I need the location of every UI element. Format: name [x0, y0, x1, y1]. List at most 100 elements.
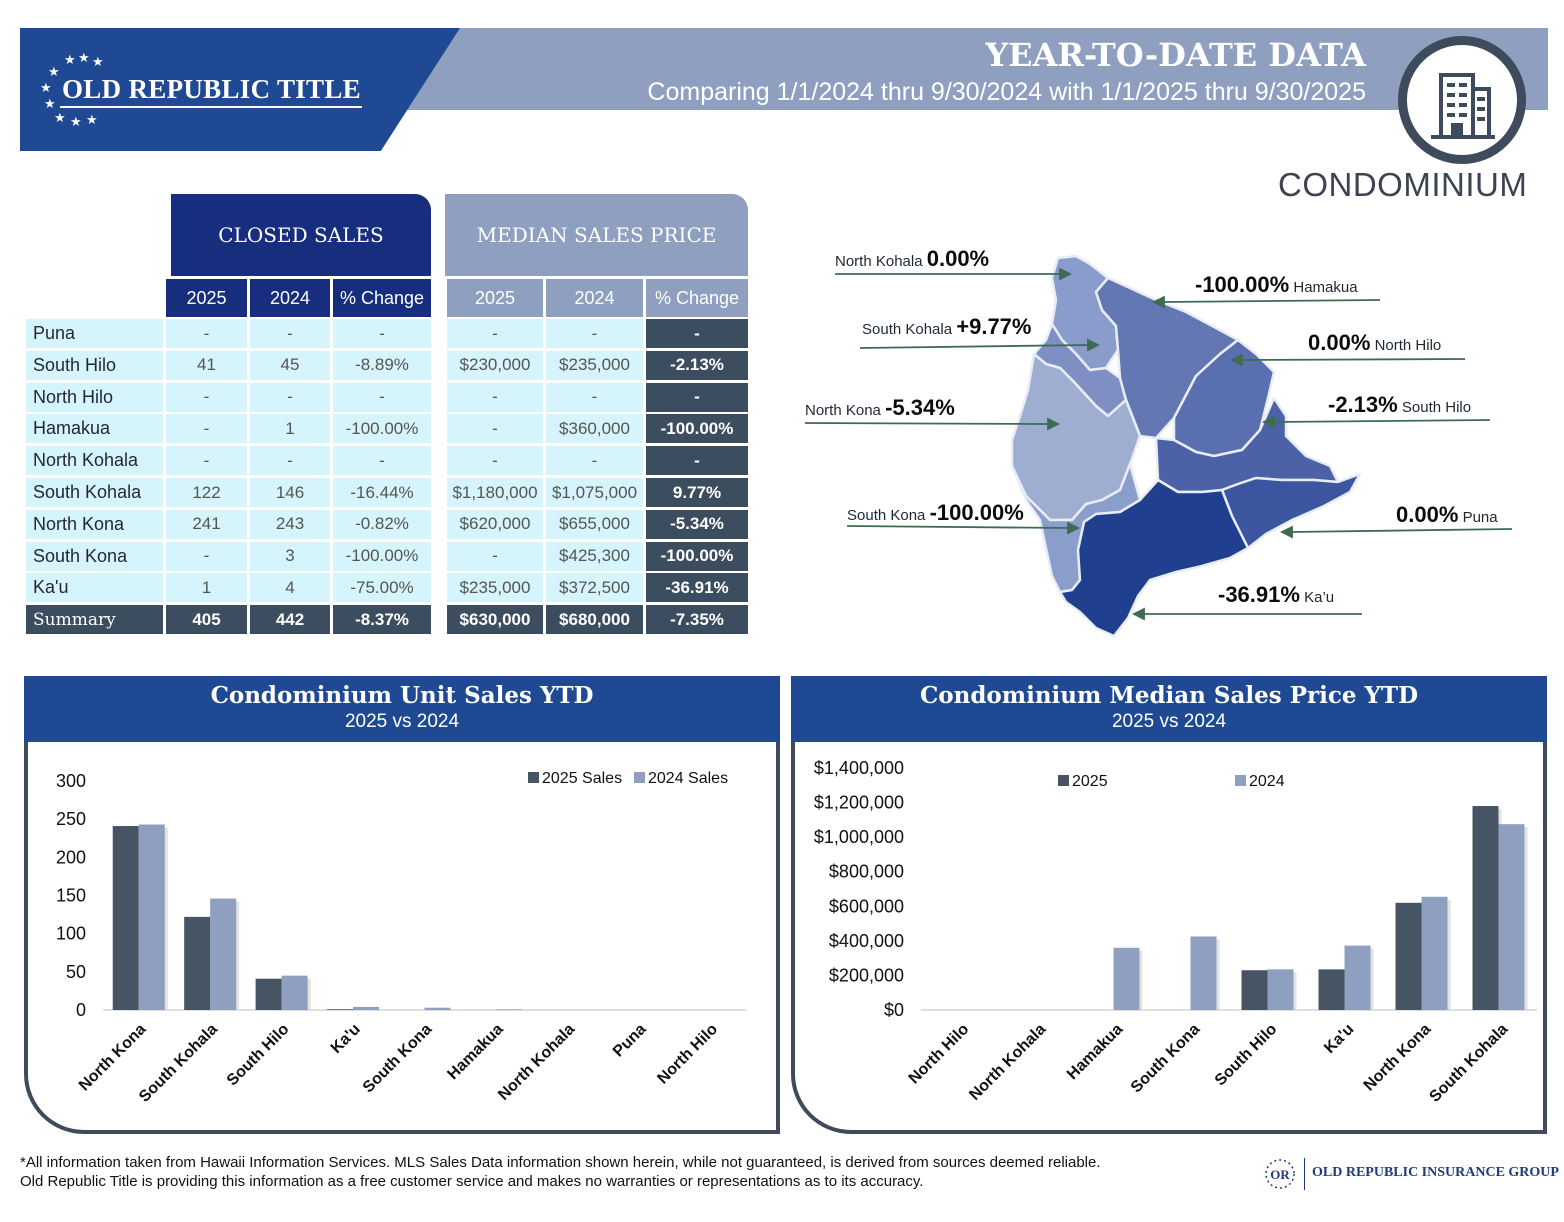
y-tick-label: 200: [56, 847, 86, 867]
row-name: North Kona: [26, 509, 163, 539]
legend-swatch: [528, 772, 539, 783]
table-cell: $620,000: [447, 509, 543, 539]
svg-text:★: ★: [86, 113, 98, 128]
map-hamakua: [1094, 276, 1240, 440]
y-tick-label: 300: [56, 771, 86, 791]
median-price-chart-subtitle: 2025 vs 2024: [1111, 711, 1227, 732]
table-cell: 241: [166, 509, 247, 539]
bar-2024: [495, 1009, 522, 1010]
disclaimer-line-2: Old Republic Title is providing this inf…: [20, 1173, 924, 1190]
map-label-north-kohala: North Kohala 0.00%: [835, 246, 989, 272]
legend-label: 2025 Sales: [542, 770, 622, 787]
map-district-name: North Hilo: [1374, 337, 1442, 354]
table-cell: -: [447, 319, 543, 348]
y-tick-label: $0: [884, 1000, 904, 1020]
table-cell: 41: [166, 350, 247, 380]
map-pct: -2.13%: [1328, 392, 1398, 417]
y-tick-label: $1,200,000: [814, 793, 904, 813]
table-cell: -: [166, 446, 247, 476]
map-district-name: South Kohala: [862, 321, 953, 338]
median-price-panel: $0 $200,000 $400,000 $600,000 $800,000 $1,000…: [791, 742, 1547, 1134]
y-tick-label: $200,000: [829, 965, 904, 985]
y-tick-label: $1,400,000: [814, 758, 904, 778]
table-cell: -: [447, 414, 543, 444]
table-cell: -: [447, 446, 543, 476]
table-cell: -2.13%: [646, 350, 748, 380]
table-cell: $630,000: [447, 605, 543, 635]
map-label-north-kona: North Kona -5.34%: [805, 395, 955, 421]
map-pct: -100.00%: [929, 500, 1024, 525]
x-tick-label: North Kona: [76, 1021, 150, 1095]
legend-label: 2025: [1072, 773, 1108, 790]
bar-2025: [1472, 806, 1499, 1010]
unit-sales-header: Condominium Unit Sales YTD 2025 vs 2024: [24, 676, 780, 742]
table-cell: 243: [250, 509, 330, 539]
table-cell: $230,000: [447, 350, 543, 380]
table-cell: -: [646, 382, 748, 412]
table-cell: $360,000: [546, 414, 643, 444]
table-cell: 3: [250, 541, 330, 571]
map-district-name: North Kohala: [835, 253, 923, 270]
map-label-puna: 0.00% Puna: [1396, 502, 1498, 528]
unit-sales-panel: 0 50 100 150 200 250 300 North Kona South Kohala…: [24, 742, 780, 1134]
x-tick-label: South Kona: [1128, 1021, 1204, 1097]
column-header: 2025: [166, 279, 247, 317]
map-district-name: North Kona: [805, 402, 881, 419]
table-cell: -: [166, 319, 247, 348]
table-cell: -8.89%: [333, 350, 431, 380]
column-header: % Change: [333, 279, 431, 317]
y-tick-label: 50: [66, 962, 86, 982]
table-cell: -7.35%: [646, 605, 748, 635]
closed-sales-heading: CLOSED SALES: [171, 194, 431, 276]
row-name: South Hilo: [26, 350, 163, 380]
bar-2024: [138, 824, 165, 1010]
bar-2024: [1113, 947, 1140, 1010]
y-tick-label: $400,000: [829, 931, 904, 951]
median-price-chart: $0 $200,000 $400,000 $600,000 $800,000 $1,000…: [814, 758, 1537, 1106]
x-tick-label: Hamakua: [1064, 1021, 1126, 1083]
org-seal-text: OR: [1270, 1167, 1290, 1182]
legend-swatch: [1235, 775, 1246, 786]
brand-name: OLD REPUBLIC TITLE: [62, 74, 361, 104]
bar-2025: [184, 916, 211, 1010]
table-cell: -100.00%: [646, 414, 748, 444]
table-cell: -: [546, 382, 643, 412]
x-tick-label: Ka'u: [328, 1021, 364, 1057]
table-cell: $372,500: [546, 573, 643, 603]
bar-2025: [327, 1009, 354, 1010]
row-name: Hamakua: [26, 414, 163, 444]
disclaimer-line-1: *All information taken from Hawaii Infor…: [20, 1154, 1101, 1171]
table-cell: -100.00%: [333, 541, 431, 571]
x-tick-label: South Hilo: [1212, 1021, 1281, 1090]
column-header: 2024: [546, 279, 643, 317]
bar-2024: [1344, 945, 1371, 1010]
table-cell: $425,300: [546, 541, 643, 571]
x-tick-label: Ka'u: [1321, 1021, 1357, 1057]
table-cell: 45: [250, 350, 330, 380]
table-cell: -36.91%: [646, 573, 748, 603]
y-tick-label: 100: [56, 924, 86, 944]
map-district-name: Ka’u: [1304, 589, 1335, 606]
map-label-south-kona: South Kona -100.00%: [847, 500, 1024, 526]
y-tick-label: 150: [56, 886, 86, 906]
bar-2024: [353, 1006, 380, 1010]
table-cell: -: [447, 541, 543, 571]
bar-2024: [1498, 824, 1525, 1010]
table-cell: 9.77%: [646, 478, 748, 507]
bar-2025: [1318, 969, 1345, 1010]
svg-text:★: ★: [40, 81, 52, 96]
legend-swatch: [1058, 775, 1069, 786]
median-price-chart-header: Condominium Median Sales Price YTD 2025 …: [791, 676, 1547, 742]
y-tick-label: $600,000: [829, 896, 904, 916]
x-tick-label: South Hilo: [224, 1021, 293, 1090]
bar-2025: [112, 826, 139, 1010]
table-cell: -: [166, 382, 247, 412]
row-name: Ka'u: [26, 573, 163, 603]
table-cell: 405: [166, 605, 247, 635]
svg-text:★: ★: [54, 111, 66, 126]
map-pct: 0.00%: [1308, 330, 1371, 355]
bar-2024: [210, 898, 237, 1010]
logo-block: [20, 28, 460, 151]
bar-2025: [1241, 970, 1268, 1010]
